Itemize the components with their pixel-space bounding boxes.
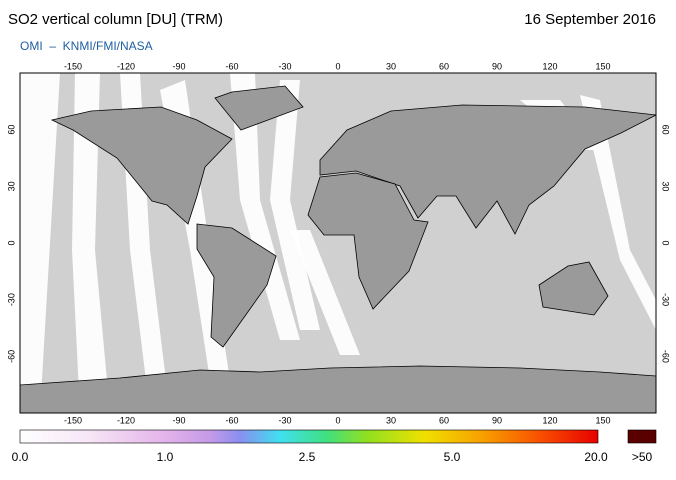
continents xyxy=(20,85,656,413)
lat-label-right: -30 xyxy=(661,293,671,306)
africa xyxy=(307,172,429,310)
lon-label-bottom: 60 xyxy=(439,415,449,425)
lon-label-top: -150 xyxy=(64,61,82,71)
lon-label-bottom: -90 xyxy=(172,415,185,425)
lon-label-bottom: 0 xyxy=(335,415,340,425)
lon-label-top: 0 xyxy=(335,61,340,71)
lat-label-left: -30 xyxy=(6,293,16,306)
colorbar-label: 0.0 xyxy=(12,450,29,464)
lon-label-bottom: 120 xyxy=(543,415,558,425)
south-america xyxy=(196,223,277,348)
graticule-labels: -150 -150 -120 -120 -90 -90 -60 -60 -30 -30 0 0 30 30… xyxy=(6,61,670,425)
title: SO2 vertical column [DU] (TRM) xyxy=(8,11,223,28)
greenland xyxy=(214,85,304,131)
colorbar-label: 2.5 xyxy=(299,450,316,464)
lon-label-bottom: 30 xyxy=(386,415,396,425)
lat-label-left: 0 xyxy=(6,240,16,245)
lon-label-top: -90 xyxy=(172,61,185,71)
lon-label-top: -120 xyxy=(117,61,135,71)
lon-label-bottom: -150 xyxy=(64,415,82,425)
lon-label-top: 90 xyxy=(492,61,502,71)
lat-label-left: 30 xyxy=(6,181,16,191)
lon-label-top: 60 xyxy=(439,61,449,71)
lat-label-left: 60 xyxy=(6,125,16,135)
date: 16 September 2016 xyxy=(524,11,656,28)
lon-label-bottom: -30 xyxy=(278,415,291,425)
lon-label-top: 120 xyxy=(543,61,558,71)
colorbar-label: 1.0 xyxy=(157,450,174,464)
lon-label-bottom: 150 xyxy=(596,415,611,425)
lat-label-right: 60 xyxy=(661,125,671,135)
lat-label-right: 30 xyxy=(661,181,671,191)
lat-label-right: -60 xyxy=(661,350,671,363)
map xyxy=(20,73,656,413)
lon-label-top: -60 xyxy=(225,61,238,71)
colorbar-label: 20.0 xyxy=(584,450,608,464)
lon-label-top: -30 xyxy=(278,61,291,71)
lon-label-top: 150 xyxy=(596,61,611,71)
source: OMI – KNMI/FMI/NASA xyxy=(20,39,153,53)
lon-label-top: 30 xyxy=(386,61,396,71)
colorbar-label: 5.0 xyxy=(444,450,461,464)
eurasia xyxy=(319,104,656,235)
colorbar-labels: 0.0 1.0 2.5 5.0 20.0 >50 xyxy=(12,450,653,464)
lon-label-bottom: 90 xyxy=(492,415,502,425)
lon-label-bottom: -60 xyxy=(225,415,238,425)
lat-label-right: 0 xyxy=(661,240,671,245)
antarctica xyxy=(20,365,656,413)
colorbar-overflow-label: >50 xyxy=(632,450,653,464)
lat-label-left: -60 xyxy=(6,350,16,363)
map-frame xyxy=(19,72,657,414)
north-america xyxy=(50,106,233,225)
colorbar-overflow xyxy=(627,429,657,444)
colorbar xyxy=(19,429,599,444)
lon-label-bottom: -120 xyxy=(117,415,135,425)
australia xyxy=(538,261,609,316)
